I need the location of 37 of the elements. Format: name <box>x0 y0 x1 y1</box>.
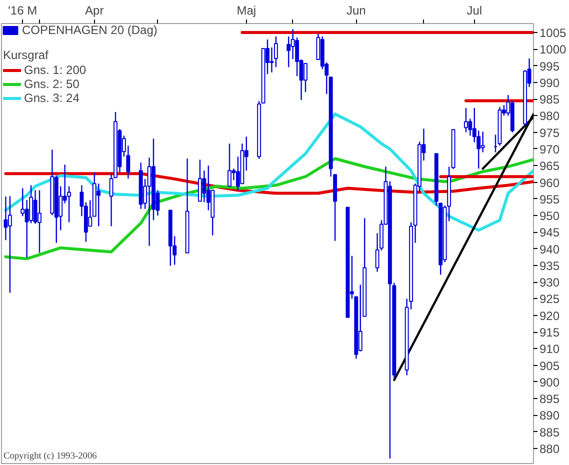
y-tick-label: 900 <box>540 375 560 390</box>
y-tick-label: 885 <box>540 425 560 440</box>
x-tick-label: '16 M <box>8 4 38 18</box>
x-tick-label: Apr <box>85 4 104 18</box>
annotation: Copyright (c) 1993-2006 <box>4 452 98 462</box>
y-tick-label: 905 <box>540 358 560 373</box>
y-tick-label: 920 <box>540 308 560 323</box>
y-tick-label: 995 <box>540 59 560 74</box>
y-tick-label: 1005 <box>540 26 567 40</box>
y-tick-label: 935 <box>540 258 560 273</box>
y-tick-label: 960 <box>540 176 560 190</box>
y-tick-label: 895 <box>540 392 560 406</box>
y-tick-label: 945 <box>540 226 560 240</box>
y-tick-label: 1000 <box>540 42 567 57</box>
y-tick-label: 880 <box>540 442 560 456</box>
y-tick-label: 985 <box>540 92 560 107</box>
y-tick-label: 910 <box>540 342 560 356</box>
y-tick-label: 915 <box>540 326 560 340</box>
x-tick-label: Jun <box>346 4 366 18</box>
y-tick-label: 975 <box>540 126 560 140</box>
y-tick-label: 890 <box>540 408 560 423</box>
y-tick-label: 990 <box>540 76 560 90</box>
legend-label: Gns. 1: 200 <box>24 63 86 77</box>
y-tick-label: 930 <box>540 276 560 290</box>
legend-title: Kursgraf <box>3 48 50 62</box>
x-tick-label: Jul <box>466 4 482 18</box>
y-tick-label: 980 <box>540 109 560 124</box>
y-tick-label: 970 <box>540 142 560 156</box>
x-tick-label: Maj <box>236 4 256 18</box>
y-tick-label: 955 <box>540 192 560 206</box>
y-tick-label: 965 <box>540 159 560 174</box>
y-tick-label: 950 <box>540 209 560 224</box>
legend-label: COPENHAGEN 20 (Dag) <box>22 23 158 37</box>
y-tick-label: 925 <box>540 292 560 306</box>
legend-label: Gns. 2: 50 <box>24 77 80 91</box>
legend-label: Gns. 3: 24 <box>24 91 80 105</box>
y-tick-label: 940 <box>540 242 560 256</box>
